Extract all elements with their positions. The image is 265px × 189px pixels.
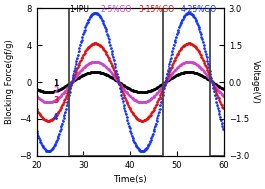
Y-axis label: Blocking Force(gf/g): Blocking Force(gf/g) xyxy=(5,40,14,124)
Y-axis label: Voltage(V): Voltage(V) xyxy=(251,60,260,104)
Text: 3-15%GO: 3-15%GO xyxy=(138,5,174,14)
Text: 4-25%GO: 4-25%GO xyxy=(181,5,217,14)
Text: 1-IPU: 1-IPU xyxy=(69,5,90,14)
X-axis label: Time(s): Time(s) xyxy=(113,175,147,184)
Text: 3: 3 xyxy=(53,96,58,105)
Text: 2-5%GO: 2-5%GO xyxy=(101,5,132,14)
Text: 2: 2 xyxy=(53,86,58,95)
Text: 1: 1 xyxy=(53,79,58,88)
Text: 4: 4 xyxy=(53,112,58,122)
